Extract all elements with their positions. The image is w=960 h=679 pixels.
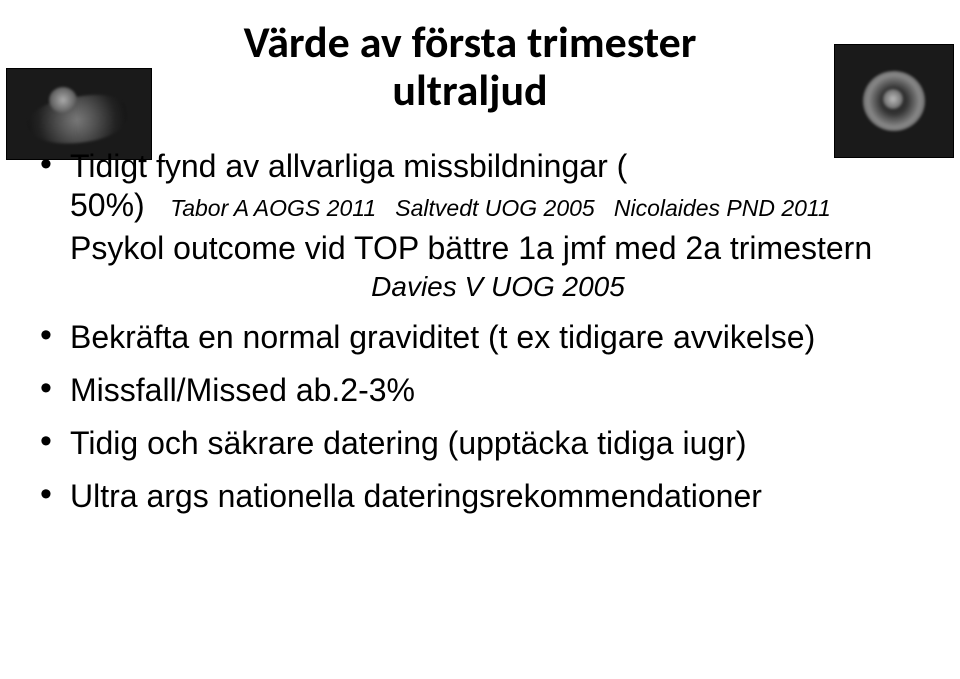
bullet-text: Missfall/Missed ab.2-3% xyxy=(70,372,415,408)
bullet-center-ref: Davies V UOG 2005 xyxy=(70,270,926,304)
bullet-list: Tidigt fynd av allvarliga missbildningar… xyxy=(34,147,926,516)
bullet-missfall: Missfall/Missed ab.2-3% xyxy=(34,371,926,410)
bullet-text: Bekräfta en normal graviditet (t ex tidi… xyxy=(70,319,815,355)
slide: Värde av första trimester ultraljud Tidi… xyxy=(0,0,960,679)
bullet-early-findings: Tidigt fynd av allvarliga missbildningar… xyxy=(34,147,926,304)
title-line-2: ultraljud xyxy=(144,66,796,114)
bullet-references: Tabor A AOGS 2011 Saltvedt UOG 2005 Nico… xyxy=(145,195,831,221)
slide-title: Värde av första trimester ultraljud xyxy=(144,18,796,115)
bullet-percent: 50%) xyxy=(70,187,145,223)
bullet-subline: Psykol outcome vid TOP bättre 1a jmf med… xyxy=(70,229,926,268)
bullet-text-line-2: 50%) Tabor A AOGS 2011 Saltvedt UOG 2005… xyxy=(70,186,926,225)
bullet-dating: Tidig och säkrare datering (upptäcka tid… xyxy=(34,424,926,463)
bullet-ultra-args: Ultra args nationella dateringsrekommend… xyxy=(34,477,926,516)
title-line-1: Värde av första trimester xyxy=(144,18,796,66)
slide-body: Tidigt fynd av allvarliga missbildningar… xyxy=(34,147,926,516)
bullet-text: Ultra args nationella dateringsrekommend… xyxy=(70,478,762,514)
bullet-text: Tidig och säkrare datering (upptäcka tid… xyxy=(70,425,747,461)
ultrasound-image-right xyxy=(834,44,954,158)
bullet-text-line-1: Tidigt fynd av allvarliga missbildningar… xyxy=(70,147,926,186)
bullet-confirm-pregnancy: Bekräfta en normal graviditet (t ex tidi… xyxy=(34,318,926,357)
